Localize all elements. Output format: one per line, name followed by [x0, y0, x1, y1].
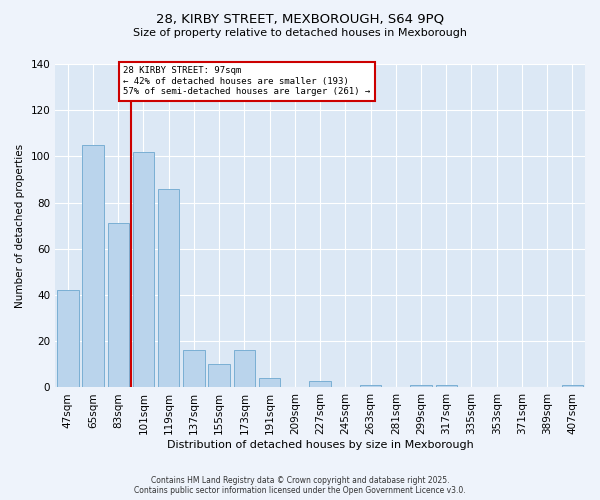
Text: Size of property relative to detached houses in Mexborough: Size of property relative to detached ho… [133, 28, 467, 38]
Bar [310, 380, 331, 388]
Text: 28, KIRBY STREET, MEXBOROUGH, S64 9PQ: 28, KIRBY STREET, MEXBOROUGH, S64 9PQ [156, 12, 444, 26]
Bar [436, 385, 457, 388]
Bar [183, 350, 205, 388]
Bar [57, 290, 79, 388]
X-axis label: Distribution of detached houses by size in Mexborough: Distribution of detached houses by size … [167, 440, 473, 450]
Bar [107, 224, 129, 388]
Bar [562, 385, 583, 388]
Bar [208, 364, 230, 388]
Bar [410, 385, 432, 388]
Text: 28 KIRBY STREET: 97sqm
← 42% of detached houses are smaller (193)
57% of semi-de: 28 KIRBY STREET: 97sqm ← 42% of detached… [123, 66, 371, 96]
Bar [82, 145, 104, 388]
Y-axis label: Number of detached properties: Number of detached properties [15, 144, 25, 308]
Text: Contains HM Land Registry data © Crown copyright and database right 2025.
Contai: Contains HM Land Registry data © Crown c… [134, 476, 466, 495]
Bar [259, 378, 280, 388]
Bar [133, 152, 154, 388]
Bar [233, 350, 255, 388]
Bar [158, 189, 179, 388]
Bar [360, 385, 381, 388]
